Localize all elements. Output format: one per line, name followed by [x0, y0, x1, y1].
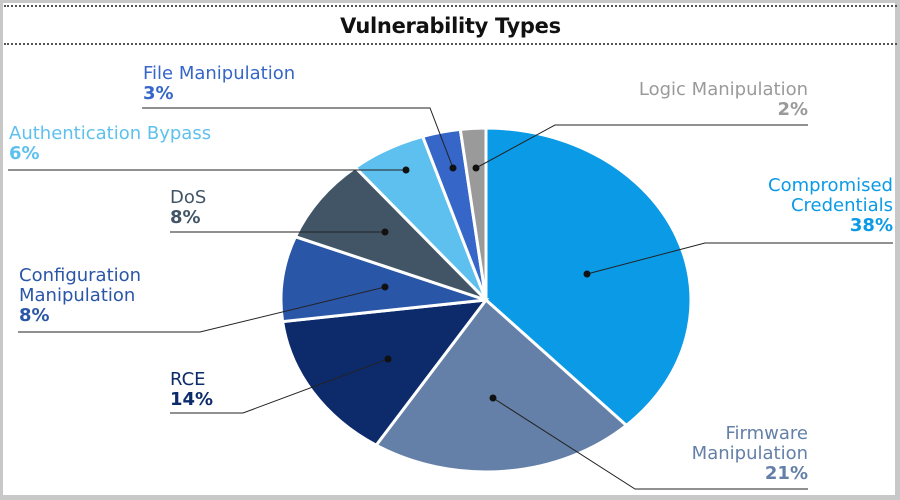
label-percent: 38% [849, 215, 893, 236]
pie-slice-dos [293, 165, 488, 302]
leader-line [18, 286, 386, 333]
title-bar: Vulnerability Types [4, 5, 897, 45]
label-percent: 3% [143, 83, 174, 104]
label-logic-manipulation: Logic Manipulation 2% [639, 80, 808, 120]
label-authentication-bypass: Authentication Bypass 6% [9, 124, 211, 164]
label-name: Compromised [768, 175, 893, 196]
label-name: Configuration [19, 265, 142, 286]
label-name: Manipulation [691, 443, 808, 464]
leader-dot [583, 270, 591, 278]
label-name: Authentication Bypass [9, 123, 212, 144]
label-percent: 8% [170, 207, 201, 228]
label-name: DoS [170, 187, 207, 208]
label-name: Credentials [790, 195, 893, 216]
label-name: File Manipulation [143, 63, 296, 84]
leader-line [170, 358, 389, 414]
label-firmware-manipulation: Firmware Manipulation 21% [692, 424, 808, 484]
pie-slice-rce [280, 298, 490, 448]
label-rce: RCE 14% [170, 370, 213, 410]
leader-dot [381, 283, 389, 291]
chart-title: Vulnerability Types [340, 14, 561, 38]
label-name: Manipulation [19, 285, 136, 306]
leader-dot [449, 164, 457, 172]
label-compromised-credentials: Compromised Credentials 38% [768, 176, 893, 236]
leader-line [492, 397, 808, 490]
label-percent: 2% [777, 99, 808, 120]
label-percent: 14% [170, 389, 214, 410]
label-percent: 21% [764, 463, 808, 484]
leader-dot [402, 166, 410, 174]
label-name: RCE [170, 369, 206, 390]
leader-line [142, 107, 454, 169]
leader-dot [472, 164, 480, 172]
label-configuration-manipulation: Configuration Manipulation 8% [19, 266, 141, 326]
label-dos: DoS 8% [170, 188, 206, 228]
leader-dot [381, 228, 389, 236]
leader-line [586, 242, 893, 275]
pie-slice-logic-manipulation [458, 126, 488, 301]
label-percent: 6% [9, 143, 40, 164]
label-file-manipulation: File Manipulation 3% [143, 64, 295, 104]
leader-dot [489, 394, 497, 402]
label-percent: 8% [19, 305, 50, 326]
label-name: Firmware [725, 423, 809, 444]
leader-line [475, 124, 808, 169]
leader-dot [384, 355, 392, 363]
label-name: Logic Manipulation [638, 79, 808, 100]
pie-slice-firmware-manipulation [373, 297, 629, 474]
